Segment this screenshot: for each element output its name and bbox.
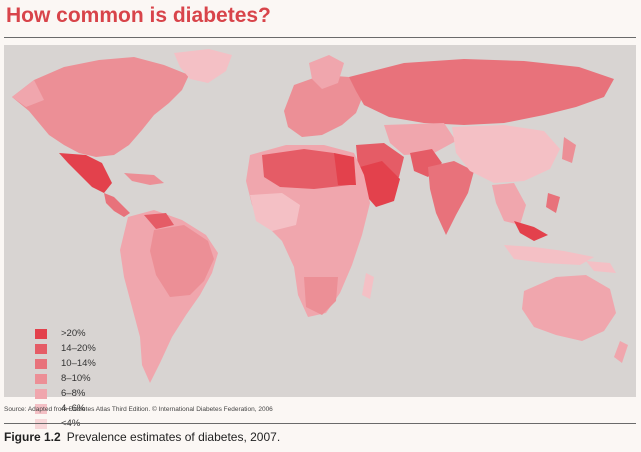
- legend-swatch: [35, 358, 47, 369]
- page-title: How common is diabetes?: [6, 4, 271, 27]
- region-new-zealand: [614, 341, 628, 363]
- region-japan-korea: [562, 137, 576, 163]
- region-china: [452, 125, 560, 183]
- region-arabian-peninsula: [360, 161, 400, 207]
- legend-label: 6–8%: [61, 388, 86, 399]
- region-india: [428, 161, 474, 235]
- region-europe: [284, 75, 364, 137]
- legend-label: >20%: [61, 328, 86, 339]
- region-malaysia: [514, 221, 548, 241]
- region-egypt: [334, 153, 356, 185]
- region-southern-africa: [304, 277, 338, 315]
- title-divider: [4, 37, 636, 38]
- region-mexico: [59, 153, 112, 193]
- region-papua: [586, 261, 616, 273]
- legend-swatch: [35, 328, 47, 339]
- region-caribbean: [124, 173, 164, 185]
- legend-item: 8–10%: [35, 372, 96, 385]
- figure-caption: Figure 1.2 Prevalence estimates of diabet…: [4, 430, 280, 444]
- world-map: >20%14–20%10–14%8–10%6–8%4–6%<4%: [4, 45, 636, 429]
- source-note: Source: Adapted from Diabetes Atlas Thir…: [4, 406, 273, 413]
- legend-item: >20%: [35, 327, 96, 340]
- legend-item: 4–6%: [35, 402, 96, 415]
- legend-item: 6–8%: [35, 387, 96, 400]
- legend-swatch: [35, 403, 47, 414]
- legend-item: 14–20%: [35, 342, 96, 355]
- region-greenland: [174, 49, 232, 83]
- legend-label: 4–6%: [61, 403, 86, 414]
- region-alaska: [12, 80, 44, 107]
- legend: >20%14–20%10–14%8–10%6–8%4–6%<4%: [35, 327, 96, 430]
- legend-label: 14–20%: [61, 343, 96, 354]
- region-madagascar: [362, 273, 374, 299]
- region-indonesia: [504, 245, 594, 265]
- legend-swatch: [35, 388, 47, 399]
- region-russia: [349, 59, 614, 125]
- region-north-america: [12, 57, 189, 157]
- region-central-asia: [384, 123, 456, 155]
- region-scandinavia: [309, 55, 344, 89]
- region-philippines: [546, 193, 560, 213]
- legend-label: 8–10%: [61, 373, 91, 384]
- world-map-svg: [12, 49, 628, 383]
- region-australia: [522, 275, 616, 341]
- region-north-africa: [262, 149, 354, 189]
- caption-divider: [4, 423, 636, 424]
- legend-item: 10–14%: [35, 357, 96, 370]
- figure-caption-text: Prevalence estimates of diabetes, 2007.: [66, 430, 281, 444]
- region-west-africa: [250, 193, 300, 231]
- legend-swatch: [35, 343, 47, 354]
- figure-number: Figure 1.2: [4, 430, 61, 444]
- region-central-america: [104, 193, 130, 217]
- legend-swatch: [35, 373, 47, 384]
- region-venezuela: [144, 213, 174, 229]
- region-southeast-asia: [492, 183, 526, 225]
- region-africa: [246, 145, 370, 317]
- legend-label: 10–14%: [61, 358, 96, 369]
- region-brazil: [150, 225, 214, 297]
